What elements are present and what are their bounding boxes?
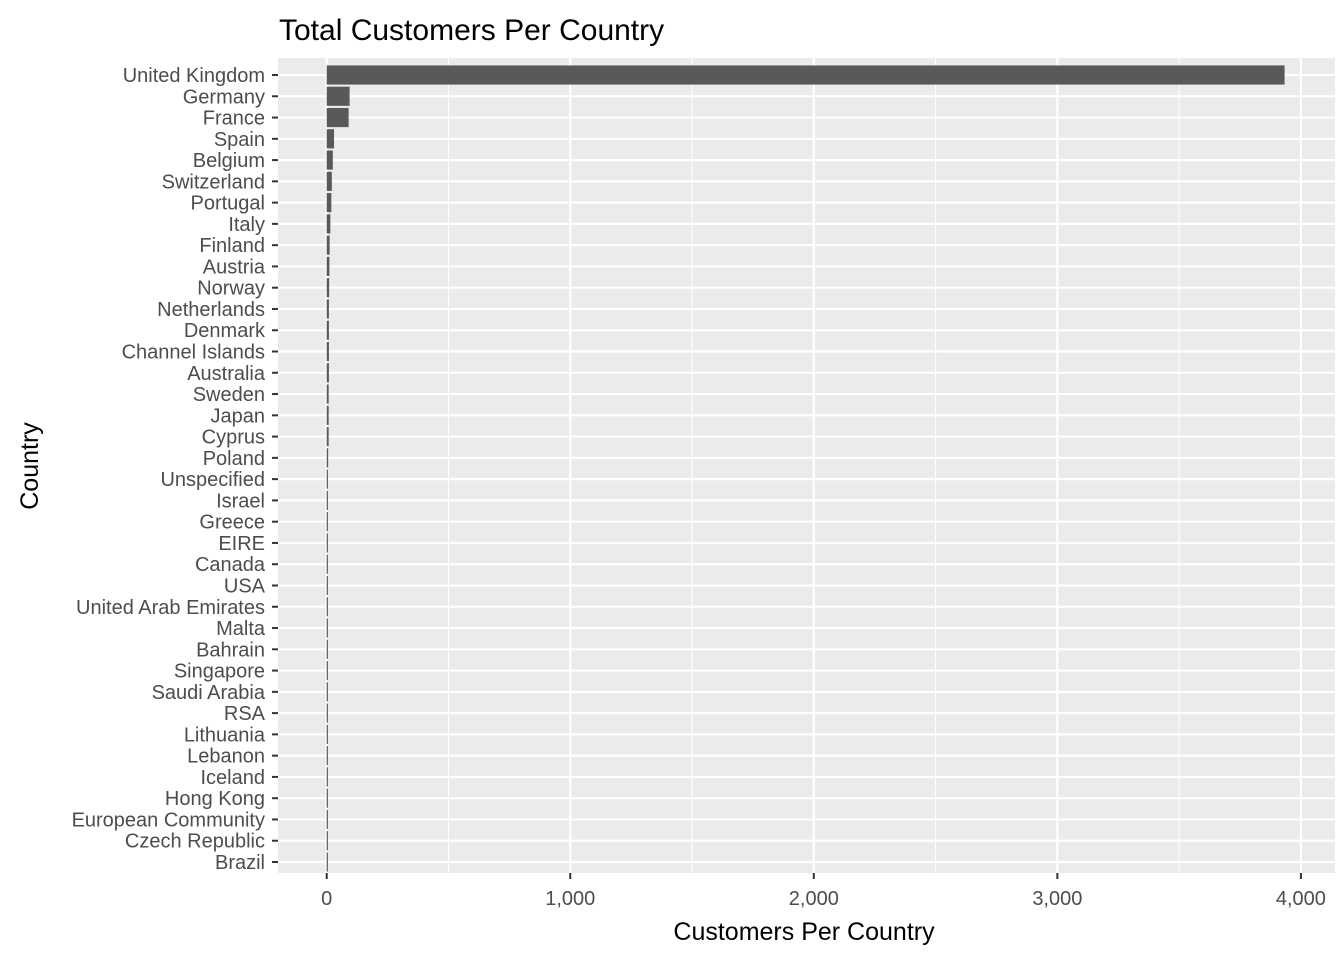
bar — [326, 171, 332, 191]
y-tick-label: Japan — [211, 405, 266, 427]
y-tick-label: RSA — [224, 703, 266, 725]
y-tick-label: Portugal — [191, 193, 266, 215]
bar — [326, 341, 329, 362]
y-tick-label: Norway — [197, 278, 265, 300]
y-tick-label: Belgium — [193, 150, 265, 172]
bar — [326, 831, 328, 851]
bar — [326, 193, 332, 213]
bar — [326, 597, 328, 617]
y-tick-label: Germany — [183, 86, 265, 108]
y-tick-label: Greece — [199, 512, 265, 534]
x-axis-title: Customers Per Country — [673, 918, 935, 946]
bar — [326, 682, 328, 702]
y-tick-label: Hong Kong — [165, 788, 265, 810]
y-tick-label: Austria — [203, 256, 266, 278]
y-tick-label: Israel — [216, 490, 265, 512]
bar — [326, 618, 328, 638]
bar — [326, 639, 328, 659]
bar — [326, 129, 335, 149]
x-tick-label: 1,000 — [545, 888, 595, 910]
y-tick-label: Canada — [195, 554, 266, 576]
bar — [326, 363, 329, 383]
bar — [326, 512, 328, 532]
y-tick-label: Malta — [216, 618, 266, 640]
y-tick-label: Sweden — [193, 384, 265, 406]
bar — [326, 767, 328, 787]
y-tick-label: Saudi Arabia — [152, 682, 266, 704]
bar — [326, 427, 329, 447]
y-tick-label: Singapore — [174, 661, 265, 683]
y-tick-label: United Arab Emirates — [76, 597, 265, 619]
bar — [326, 788, 328, 808]
x-tick-label: 0 — [321, 888, 332, 910]
bar — [326, 278, 330, 298]
bar — [326, 384, 329, 404]
bar — [326, 448, 329, 468]
bar — [326, 490, 328, 510]
x-tick-label: 2,000 — [789, 888, 839, 910]
x-tick-label: 3,000 — [1032, 888, 1082, 910]
y-tick-label: United Kingdom — [123, 65, 265, 87]
y-axis: United KingdomGermanyFranceSpainBelgiumS… — [72, 65, 278, 874]
y-tick-label: Bahrain — [196, 639, 265, 661]
chart-title: Total Customers Per Country — [279, 14, 664, 47]
y-tick-label: Italy — [228, 214, 265, 236]
bar — [326, 405, 329, 425]
x-axis: 0 1,000 2,000 3,000 4,000 — [321, 873, 1326, 910]
bar — [326, 724, 328, 744]
y-tick-label: Unspecified — [160, 469, 265, 491]
y-tick-label: Cyprus — [202, 427, 265, 449]
y-tick-label: Lebanon — [187, 746, 265, 768]
bar — [326, 469, 328, 489]
bar — [326, 235, 330, 255]
bar — [326, 554, 328, 574]
y-tick-label: Finland — [199, 235, 265, 257]
bars — [326, 65, 1285, 872]
y-axis-title: Country — [16, 422, 44, 510]
y-tick-label: Czech Republic — [125, 831, 265, 853]
y-tick-label: Brazil — [215, 852, 265, 874]
bar — [326, 86, 350, 106]
bar — [326, 214, 331, 234]
bar — [326, 320, 329, 340]
plot-panel — [278, 58, 1335, 873]
x-tick-label: 4,000 — [1276, 888, 1326, 910]
bar — [326, 107, 349, 128]
bar — [326, 150, 333, 170]
major-gridlines — [278, 58, 1335, 873]
bar — [326, 852, 328, 872]
y-tick-label: Lithuania — [184, 724, 266, 746]
y-tick-label: Poland — [203, 448, 265, 470]
y-tick-label: Iceland — [201, 767, 266, 789]
bar — [326, 256, 330, 277]
bar — [326, 299, 329, 319]
y-tick-label: Netherlands — [157, 299, 265, 321]
bar — [326, 660, 328, 681]
bar — [326, 809, 328, 830]
bar — [326, 575, 328, 596]
y-tick-label: Switzerland — [162, 171, 265, 193]
y-tick-label: Australia — [187, 363, 266, 385]
bar — [326, 746, 328, 766]
bar — [326, 703, 328, 723]
y-tick-label: Denmark — [184, 320, 266, 342]
y-tick-label: USA — [224, 575, 266, 597]
y-tick-label: Channel Islands — [122, 342, 265, 364]
bar — [326, 533, 328, 553]
minor-gridlines — [447, 58, 1180, 873]
y-tick-label: European Community — [72, 809, 265, 831]
y-tick-label: France — [203, 108, 265, 130]
y-tick-label: Spain — [214, 129, 265, 151]
y-tick-label: EIRE — [218, 533, 265, 555]
bar — [326, 65, 1285, 85]
